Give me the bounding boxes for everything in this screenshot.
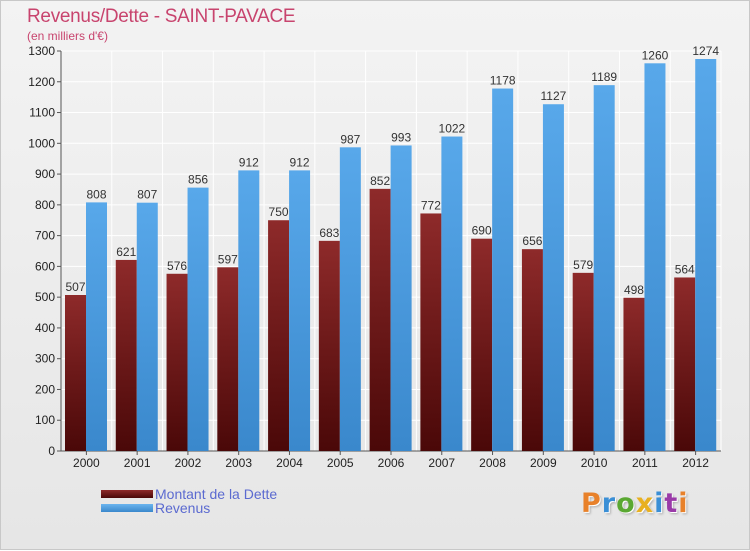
axes: 0 100 200 300 400 500 600 700 800 900 1000 1100 1200… xyxy=(28,44,721,470)
y-tick-label: 300 xyxy=(35,352,55,366)
bar-debt xyxy=(115,259,137,451)
data-label-debt: 621 xyxy=(116,245,136,259)
bar-debt xyxy=(623,297,645,451)
bar-debt xyxy=(471,238,493,451)
y-tick-label: 0 xyxy=(48,444,55,458)
bar-debt xyxy=(572,272,594,451)
logo-letter: i xyxy=(678,488,689,519)
y-tick-label: 700 xyxy=(35,229,55,243)
y-tick-label: 800 xyxy=(35,198,55,212)
y-tick-label: 1100 xyxy=(29,106,55,120)
data-label-debt: 507 xyxy=(65,280,85,294)
data-label-debt: 852 xyxy=(370,174,390,188)
legend-label-debt: Montant de la Dette xyxy=(155,486,278,502)
x-tick-label: 2008 xyxy=(479,456,506,470)
x-tick-label: 2001 xyxy=(124,456,151,470)
y-tick-label: 1200 xyxy=(28,75,55,89)
y-tick-label: 500 xyxy=(35,290,55,304)
logo-letter: o xyxy=(616,488,636,519)
y-tick-label: 1300 xyxy=(28,44,55,58)
x-tick-label: 2009 xyxy=(530,456,557,470)
x-tick-label: 2002 xyxy=(175,456,202,470)
chart-title: Revenus/Dette - SAINT-PAVACE xyxy=(27,6,296,27)
bar-debt xyxy=(369,188,391,451)
logo-letter: t xyxy=(664,488,679,519)
bar-debt xyxy=(65,295,86,451)
bar-revenue xyxy=(289,170,311,451)
legend-label-revenue: Revenus xyxy=(155,500,211,516)
data-label-revenue: 807 xyxy=(137,188,157,202)
data-label-debt: 579 xyxy=(573,258,593,272)
data-label-revenue: 912 xyxy=(290,155,310,169)
x-tick-label: 2006 xyxy=(378,456,405,470)
x-tick-label: 2010 xyxy=(581,456,608,470)
data-label-revenue: 1127 xyxy=(541,89,567,103)
logo-letter: i xyxy=(654,488,665,519)
data-label-revenue: 1178 xyxy=(490,74,516,88)
x-tick-label: 2004 xyxy=(276,456,303,470)
y-tick-label: 600 xyxy=(35,259,55,273)
data-label-debt: 772 xyxy=(421,198,441,212)
bar-revenue xyxy=(86,202,107,451)
x-tick-label: 2011 xyxy=(632,456,658,470)
y-tick-label: 100 xyxy=(35,413,55,427)
y-tick-label: 400 xyxy=(35,321,55,335)
data-label-debt: 690 xyxy=(472,224,492,238)
bar-revenue xyxy=(492,88,514,452)
bars xyxy=(65,59,717,452)
data-label-debt: 597 xyxy=(218,252,238,266)
bar-debt xyxy=(318,240,340,451)
bar-revenue xyxy=(339,147,361,452)
data-label-revenue: 1260 xyxy=(642,48,669,62)
bar-revenue xyxy=(695,59,717,451)
y-tick-label: 1000 xyxy=(28,136,55,150)
data-label-revenue: 808 xyxy=(86,187,106,201)
bar-debt xyxy=(674,277,696,451)
bar-debt xyxy=(166,273,188,451)
data-label-debt: 683 xyxy=(319,226,339,240)
data-label-revenue: 912 xyxy=(239,155,259,169)
data-label-debt: 750 xyxy=(269,205,289,219)
legend-swatch-revenue xyxy=(101,504,153,514)
data-label-revenue: 1022 xyxy=(439,122,466,136)
logo-letter: x xyxy=(635,488,655,519)
bar-debt xyxy=(420,213,442,451)
data-label-debt: 498 xyxy=(624,283,644,297)
chart-subtitle: (en milliers d'€) xyxy=(27,29,108,43)
data-label-debt: 656 xyxy=(522,234,542,248)
data-labels: 507 808 621 807 576 856 597 912 750 912 683 987 852 9… xyxy=(65,44,719,297)
x-tick-label: 2000 xyxy=(73,456,100,470)
x-tick-label: 2007 xyxy=(428,456,455,470)
x-tick-label: 2005 xyxy=(327,456,354,470)
bar-revenue xyxy=(542,104,564,451)
y-tick-label: 200 xyxy=(35,382,55,396)
x-tick-label: 2012 xyxy=(682,456,709,470)
proxiti-logo: Proxiti xyxy=(581,488,689,519)
logo-letter: r xyxy=(601,488,617,519)
data-label-revenue: 993 xyxy=(391,130,411,144)
bar-revenue xyxy=(593,85,615,452)
bar-revenue xyxy=(441,136,463,452)
data-label-debt: 576 xyxy=(167,259,187,273)
logo-letter: P xyxy=(581,488,602,519)
bar-revenue xyxy=(238,170,260,451)
bar-debt xyxy=(268,220,290,451)
bar-revenue xyxy=(644,63,666,452)
bar-revenue xyxy=(187,187,209,451)
legend-swatch-debt xyxy=(101,490,153,500)
data-label-revenue: 1189 xyxy=(591,70,617,84)
data-label-revenue: 1274 xyxy=(692,44,719,58)
data-label-debt: 564 xyxy=(675,262,695,276)
x-tick-label: 2003 xyxy=(225,456,252,470)
bar-revenue xyxy=(390,145,412,451)
bar-debt xyxy=(521,249,543,451)
bar-revenue xyxy=(136,202,158,451)
data-label-revenue: 987 xyxy=(340,132,360,146)
y-tick-label: 900 xyxy=(35,167,55,181)
data-label-revenue: 856 xyxy=(188,173,208,187)
bar-debt xyxy=(217,267,239,451)
